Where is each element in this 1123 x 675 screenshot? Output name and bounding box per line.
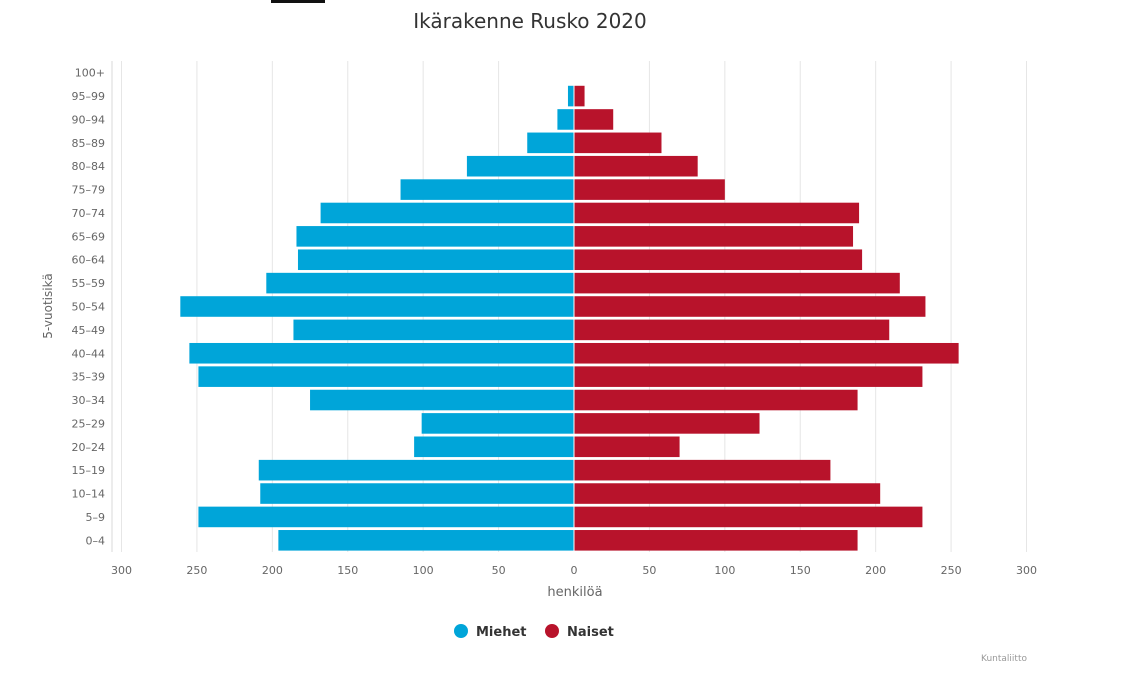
bar-naiset (574, 319, 890, 341)
x-axis-title: henkilöä (547, 585, 602, 600)
y-tick-label: 5–9 (86, 511, 106, 524)
bar-naiset (574, 85, 585, 107)
bar-miehet (414, 436, 574, 458)
legend[interactable]: Miehet Naiset (454, 624, 614, 640)
bar-miehet (278, 530, 574, 551)
legend-label-naiset: Naiset (567, 625, 614, 640)
bar-naiset (574, 506, 923, 528)
x-tick-label: 200 (865, 564, 886, 577)
y-tick-label: 95–99 (72, 90, 106, 103)
bar-miehet (567, 85, 574, 107)
x-tick-label: 100 (714, 564, 735, 577)
bar-miehet (297, 249, 574, 271)
y-tick-label: 75–79 (72, 184, 106, 197)
legend-item-miehet[interactable]: Miehet (454, 624, 527, 640)
y-tick-label: 60–64 (72, 254, 106, 267)
x-tick-label: 50 (492, 564, 506, 577)
x-tick-label: 150 (790, 564, 811, 577)
legend-item-naiset[interactable]: Naiset (545, 624, 614, 640)
bar-naiset (574, 226, 854, 247)
bar-naiset (574, 459, 831, 481)
y-tick-label: 65–69 (72, 230, 106, 243)
chart-title: Ikärakenne Rusko 2020 (413, 9, 647, 33)
y-tick-label: 0–4 (86, 534, 106, 547)
bar-miehet (180, 296, 574, 317)
legend-label-miehet: Miehet (476, 625, 527, 640)
y-tick-label: 90–94 (72, 113, 106, 126)
credits-link[interactable]: Kuntaliitto (981, 654, 1027, 664)
bar-naiset (574, 483, 881, 504)
x-tick-label: 250 (941, 564, 962, 577)
x-tick-label: 250 (186, 564, 207, 577)
bar-miehet (293, 319, 574, 341)
bar-miehet (266, 272, 574, 294)
y-tick-label: 45–49 (72, 324, 106, 337)
bar-miehet (260, 483, 574, 504)
bar-naiset (574, 296, 926, 317)
bar-naiset (574, 272, 900, 294)
bar-naiset (574, 530, 858, 551)
bars (180, 85, 959, 551)
bar-naiset (574, 249, 863, 271)
bar-miehet (400, 179, 574, 200)
bar-naiset (574, 413, 760, 434)
bar-miehet (198, 366, 575, 387)
x-tick-label: 0 (571, 564, 578, 577)
y-tick-label: 70–74 (72, 207, 106, 220)
axes: 300 250 200 150 100 50 0 50 100 150 200 250 300 0–4 5–… (72, 61, 1037, 577)
x-tick-label: 300 (111, 564, 132, 577)
bar-miehet (189, 342, 574, 364)
y-tick-label: 100+ (75, 67, 105, 80)
legend-marker-naiset (545, 624, 559, 638)
x-tick-label: 100 (413, 564, 434, 577)
bar-naiset (574, 109, 614, 130)
x-tick-label: 200 (262, 564, 283, 577)
bar-miehet (421, 413, 574, 434)
bar-naiset (574, 366, 923, 387)
y-tick-label: 15–19 (72, 464, 106, 477)
bar-miehet (296, 226, 574, 247)
bar-naiset (574, 179, 725, 200)
bar-miehet (527, 132, 574, 154)
bar-naiset (574, 202, 860, 224)
bar-naiset (574, 342, 959, 364)
bar-naiset (574, 155, 698, 177)
y-tick-label: 55–59 (72, 277, 106, 290)
x-tick-label: 50 (642, 564, 656, 577)
y-axis-title: 5-vuotisikä (41, 273, 55, 338)
y-tick-label: 20–24 (72, 441, 106, 454)
bar-miehet (320, 202, 574, 224)
x-tick-label: 150 (337, 564, 358, 577)
bar-miehet (198, 506, 575, 528)
y-tick-label: 25–29 (72, 417, 106, 430)
bar-naiset (574, 132, 662, 154)
bar-miehet (557, 109, 574, 130)
x-tick-label: 300 (1016, 564, 1037, 577)
y-tick-label: 40–44 (72, 347, 106, 360)
bar-miehet (310, 389, 574, 411)
legend-marker-miehet (454, 624, 468, 638)
top-edge-mark (271, 0, 325, 3)
y-tick-label: 80–84 (72, 160, 106, 173)
bar-miehet (466, 155, 574, 177)
bar-naiset (574, 389, 858, 411)
y-tick-label: 35–39 (72, 371, 106, 384)
y-tick-label: 10–14 (72, 488, 106, 501)
y-tick-label: 50–54 (72, 301, 106, 314)
y-tick-label: 85–89 (72, 137, 106, 150)
bar-naiset (574, 436, 680, 458)
bar-miehet (258, 459, 574, 481)
y-tick-label: 30–34 (72, 394, 106, 407)
